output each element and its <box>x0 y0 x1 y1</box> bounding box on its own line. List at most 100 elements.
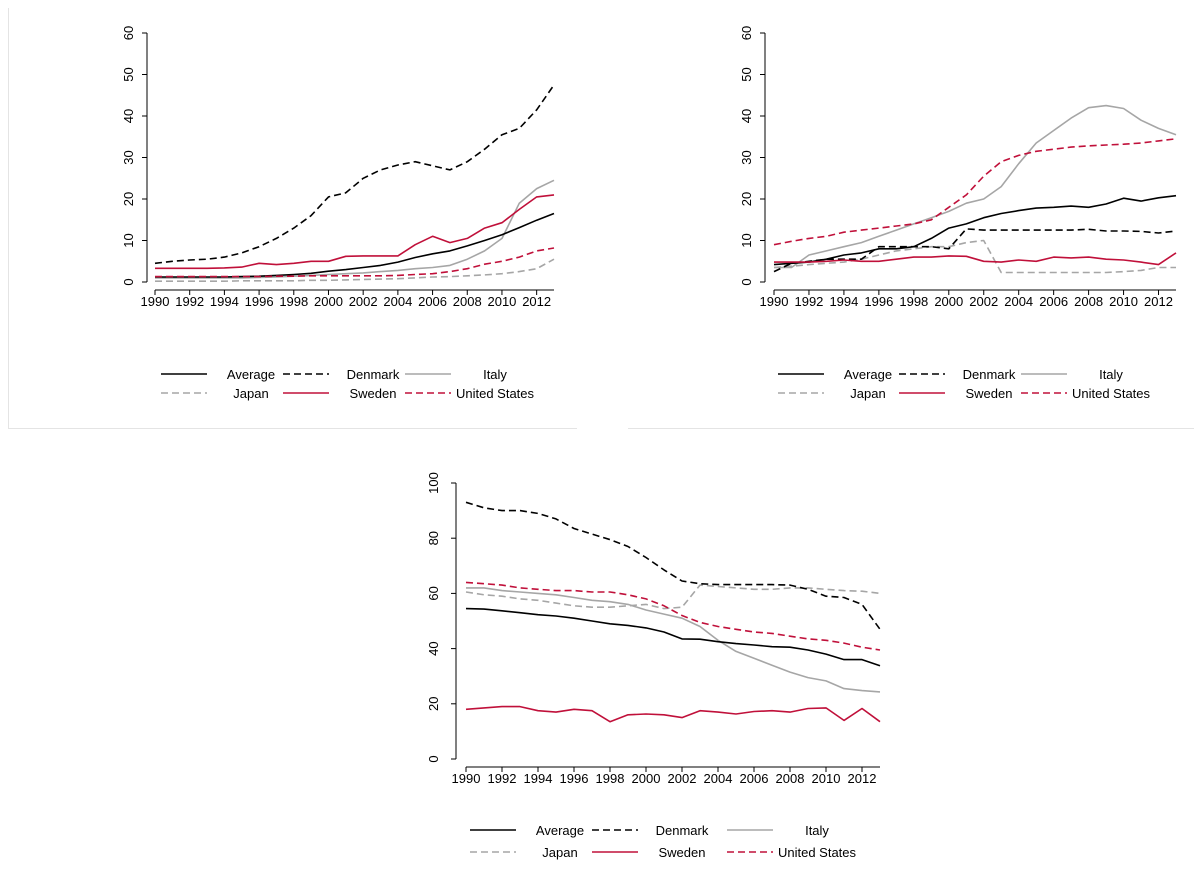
y-tick-label: 10 <box>739 233 754 247</box>
line-chart-2: 0 10 20 30 40 50 60 1990 1992 1994 1996 1998 2000 200… <box>739 26 1177 401</box>
x-tick-label: 2008 <box>776 771 805 786</box>
x-tick-label: 2012 <box>1144 294 1173 309</box>
legend-label: United States <box>456 386 535 401</box>
x-tick-label: 2006 <box>418 294 447 309</box>
x-tick-label: 2004 <box>1004 294 1033 309</box>
x-tick-label: 1998 <box>596 771 625 786</box>
line-chart-3: 0 20 40 60 80 100 1990 1992 1994 1996 1998 2000 2002… <box>426 472 881 860</box>
y-tick-label: 100 <box>426 472 441 494</box>
legend-label: Sweden <box>659 845 706 860</box>
y-tick-label: 20 <box>121 192 136 206</box>
legend-label: Average <box>536 823 584 838</box>
series-line-japan <box>465 584 881 610</box>
x-tick-label: 1990 <box>760 294 789 309</box>
series-line-italy <box>774 104 1177 269</box>
y-tick-label: 0 <box>426 755 441 762</box>
y-tick-label: 80 <box>426 531 441 545</box>
series-line-average <box>773 194 1177 266</box>
series-line-denmark <box>773 228 1177 273</box>
x-tick-label: 2002 <box>969 294 998 309</box>
y-tick-label: 20 <box>739 192 754 206</box>
y-tick-label: 50 <box>739 67 754 81</box>
x-tick-label: 2012 <box>848 771 877 786</box>
legend-label: Italy <box>483 367 507 382</box>
legend-label: Average <box>844 367 892 382</box>
legend-label: Sweden <box>966 386 1013 401</box>
y-tick-label: 50 <box>121 67 136 81</box>
series-line-denmark <box>465 501 881 630</box>
x-tick-label: 2000 <box>314 294 343 309</box>
y-tick-label: 40 <box>739 109 754 123</box>
legend: Average Denmark Italy Japan Sweden United Sta… <box>161 367 535 401</box>
y-tick-label: 30 <box>739 150 754 164</box>
series-line-denmark <box>154 84 555 265</box>
chart-panel-2: 0 10 20 30 40 50 60 1990 1992 1994 1996 1998 2000 200… <box>628 8 1194 429</box>
x-tick-label: 1994 <box>210 294 239 309</box>
x-tick-label: 2000 <box>934 294 963 309</box>
x-tick-label: 2006 <box>1039 294 1068 309</box>
x-tick-label: 2008 <box>453 294 482 309</box>
legend-label: United States <box>778 845 857 860</box>
x-tick-label: 2010 <box>812 771 841 786</box>
y-tick-label: 10 <box>121 233 136 247</box>
legend-label: Japan <box>850 386 885 401</box>
x-tick-label: 2006 <box>740 771 769 786</box>
series-line-italy <box>155 179 555 279</box>
x-tick-label: 2004 <box>704 771 733 786</box>
x-tick-label: 1992 <box>794 294 823 309</box>
series-line-japan <box>773 239 1176 274</box>
x-tick-label: 2010 <box>1109 294 1138 309</box>
legend: Average Denmark Italy Japan Sweden United Sta… <box>778 367 1151 401</box>
legend-label: Japan <box>542 845 577 860</box>
legend-label: Japan <box>233 386 268 401</box>
y-tick-label: 60 <box>121 26 136 40</box>
series-line-japan <box>155 258 555 283</box>
series-line-average <box>465 607 881 667</box>
y-tick-label: 0 <box>739 278 754 285</box>
x-tick-label: 2012 <box>522 294 551 309</box>
x-tick-label: 2008 <box>1074 294 1103 309</box>
series-line-sweden <box>155 194 555 270</box>
x-tick-label: 1990 <box>141 294 170 309</box>
y-tick-label: 60 <box>426 586 441 600</box>
series-line-united-states <box>155 247 555 278</box>
y-tick-label: 40 <box>121 109 136 123</box>
series-line-sweden <box>465 705 881 723</box>
series-line-italy <box>466 587 881 693</box>
x-tick-label: 1996 <box>560 771 589 786</box>
x-tick-label: 2002 <box>349 294 378 309</box>
y-tick-label: 30 <box>121 150 136 164</box>
x-tick-label: 1994 <box>524 771 553 786</box>
x-tick-label: 1996 <box>245 294 274 309</box>
x-tick-label: 1992 <box>488 771 517 786</box>
legend-label: Italy <box>805 823 829 838</box>
x-tick-label: 1996 <box>864 294 893 309</box>
legend-label: Denmark <box>963 367 1016 382</box>
legend-label: Denmark <box>347 367 400 382</box>
legend-label: Sweden <box>350 386 397 401</box>
legend-label: Denmark <box>656 823 709 838</box>
series-line-united-states <box>465 581 881 651</box>
x-tick-label: 2004 <box>383 294 412 309</box>
legend-label: Average <box>227 367 275 382</box>
x-tick-label: 1998 <box>279 294 308 309</box>
x-tick-label: 1992 <box>175 294 204 309</box>
series-line-united-states <box>773 138 1177 246</box>
series-line-sweden <box>774 252 1177 266</box>
legend: Average Denmark Italy Japan Sweden United Sta… <box>470 823 857 860</box>
y-tick-label: 60 <box>739 26 754 40</box>
x-tick-label: 2000 <box>632 771 661 786</box>
x-tick-label: 1998 <box>899 294 928 309</box>
y-tick-label: 0 <box>121 278 136 285</box>
chart-panel-1: 0 10 20 30 40 50 60 1990 1992 1994 1996 1998 2000 200… <box>8 8 577 429</box>
y-tick-label: 40 <box>426 641 441 655</box>
line-chart-1: 0 10 20 30 40 50 60 1990 1992 1994 1996 1998 2000 200… <box>121 26 555 401</box>
x-tick-label: 2010 <box>487 294 516 309</box>
x-tick-label: 1994 <box>829 294 858 309</box>
x-tick-label: 2002 <box>668 771 697 786</box>
legend-label: Italy <box>1099 367 1123 382</box>
legend-label: United States <box>1072 386 1151 401</box>
x-tick-label: 1990 <box>452 771 481 786</box>
chart-panel-3: 0 20 40 60 80 100 1990 1992 1994 1996 1998 2000 2002… <box>312 455 904 882</box>
y-tick-label: 20 <box>426 697 441 711</box>
